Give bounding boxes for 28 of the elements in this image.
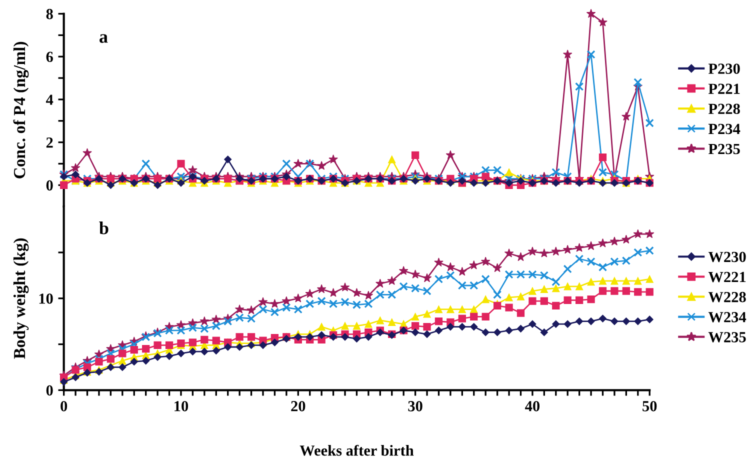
- legend-label: W230: [708, 252, 746, 262]
- x-tick-label: 40: [525, 401, 540, 412]
- y-tick-label: 8: [46, 8, 53, 20]
- x-tick-label: 10: [174, 401, 188, 412]
- legend-label: P221: [708, 84, 740, 94]
- legend-label: P235: [708, 144, 740, 154]
- legend-label: P230: [708, 64, 740, 74]
- x-axis-title: Weeks after birth: [300, 444, 414, 456]
- annotation: b: [99, 222, 108, 234]
- legend-label: P228: [708, 104, 740, 114]
- y-tick-label: 2: [46, 137, 53, 148]
- y-tick-label: 4: [46, 94, 54, 105]
- y-axis-title: Conc. of P4 (ng/ml): [13, 42, 29, 178]
- legend-label: W234: [708, 312, 746, 322]
- x-tick-label: 20: [291, 401, 306, 412]
- y-tick-label: 0: [46, 180, 53, 191]
- x-tick-label: 0: [60, 401, 68, 412]
- y-axis-title: Body weight (kg): [13, 238, 29, 359]
- x-tick-label: 30: [408, 401, 422, 412]
- annotation: a: [100, 34, 108, 43]
- legend-label: W235: [708, 332, 746, 342]
- y-tick-label: 0: [46, 385, 53, 396]
- y-tick-label: 10: [39, 293, 53, 304]
- y-tick-label: 6: [46, 52, 53, 62]
- legend-label: W228: [708, 292, 746, 302]
- legend-label: P234: [708, 124, 740, 134]
- legend-label: W221: [708, 272, 746, 282]
- x-tick-label: 50: [642, 401, 657, 412]
